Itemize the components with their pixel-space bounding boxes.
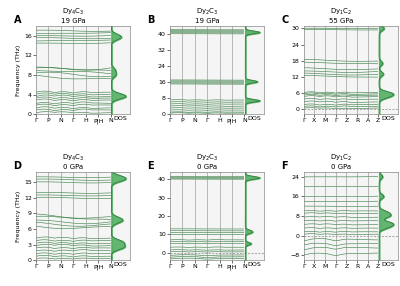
Text: B: B (148, 15, 155, 25)
Text: E: E (148, 161, 154, 171)
Title: Dy$_1$C$_2$
0 GPa: Dy$_1$C$_2$ 0 GPa (330, 153, 352, 170)
Text: A: A (14, 15, 21, 25)
Title: Dy$_4$C$_3$
19 GPa: Dy$_4$C$_3$ 19 GPa (61, 7, 86, 24)
X-axis label: DOS: DOS (248, 116, 261, 121)
X-axis label: DOS: DOS (248, 262, 261, 267)
X-axis label: DOS: DOS (381, 116, 395, 121)
Y-axis label: Frequency (THz): Frequency (THz) (16, 44, 21, 96)
Title: Dy$_2$C$_3$
0 GPa: Dy$_2$C$_3$ 0 GPa (196, 153, 218, 170)
Text: C: C (281, 15, 288, 25)
X-axis label: DOS: DOS (114, 262, 127, 267)
Y-axis label: Frequency (THz): Frequency (THz) (16, 190, 21, 242)
Title: Dy$_2$C$_3$
19 GPa: Dy$_2$C$_3$ 19 GPa (195, 7, 220, 24)
Title: Dy$_4$C$_3$
0 GPa: Dy$_4$C$_3$ 0 GPa (62, 153, 85, 170)
X-axis label: DOS: DOS (114, 116, 127, 121)
X-axis label: DOS: DOS (381, 262, 395, 267)
Text: F: F (281, 161, 288, 171)
Title: Dy$_1$C$_2$
55 GPa: Dy$_1$C$_2$ 55 GPa (329, 7, 353, 24)
Text: D: D (14, 161, 22, 171)
